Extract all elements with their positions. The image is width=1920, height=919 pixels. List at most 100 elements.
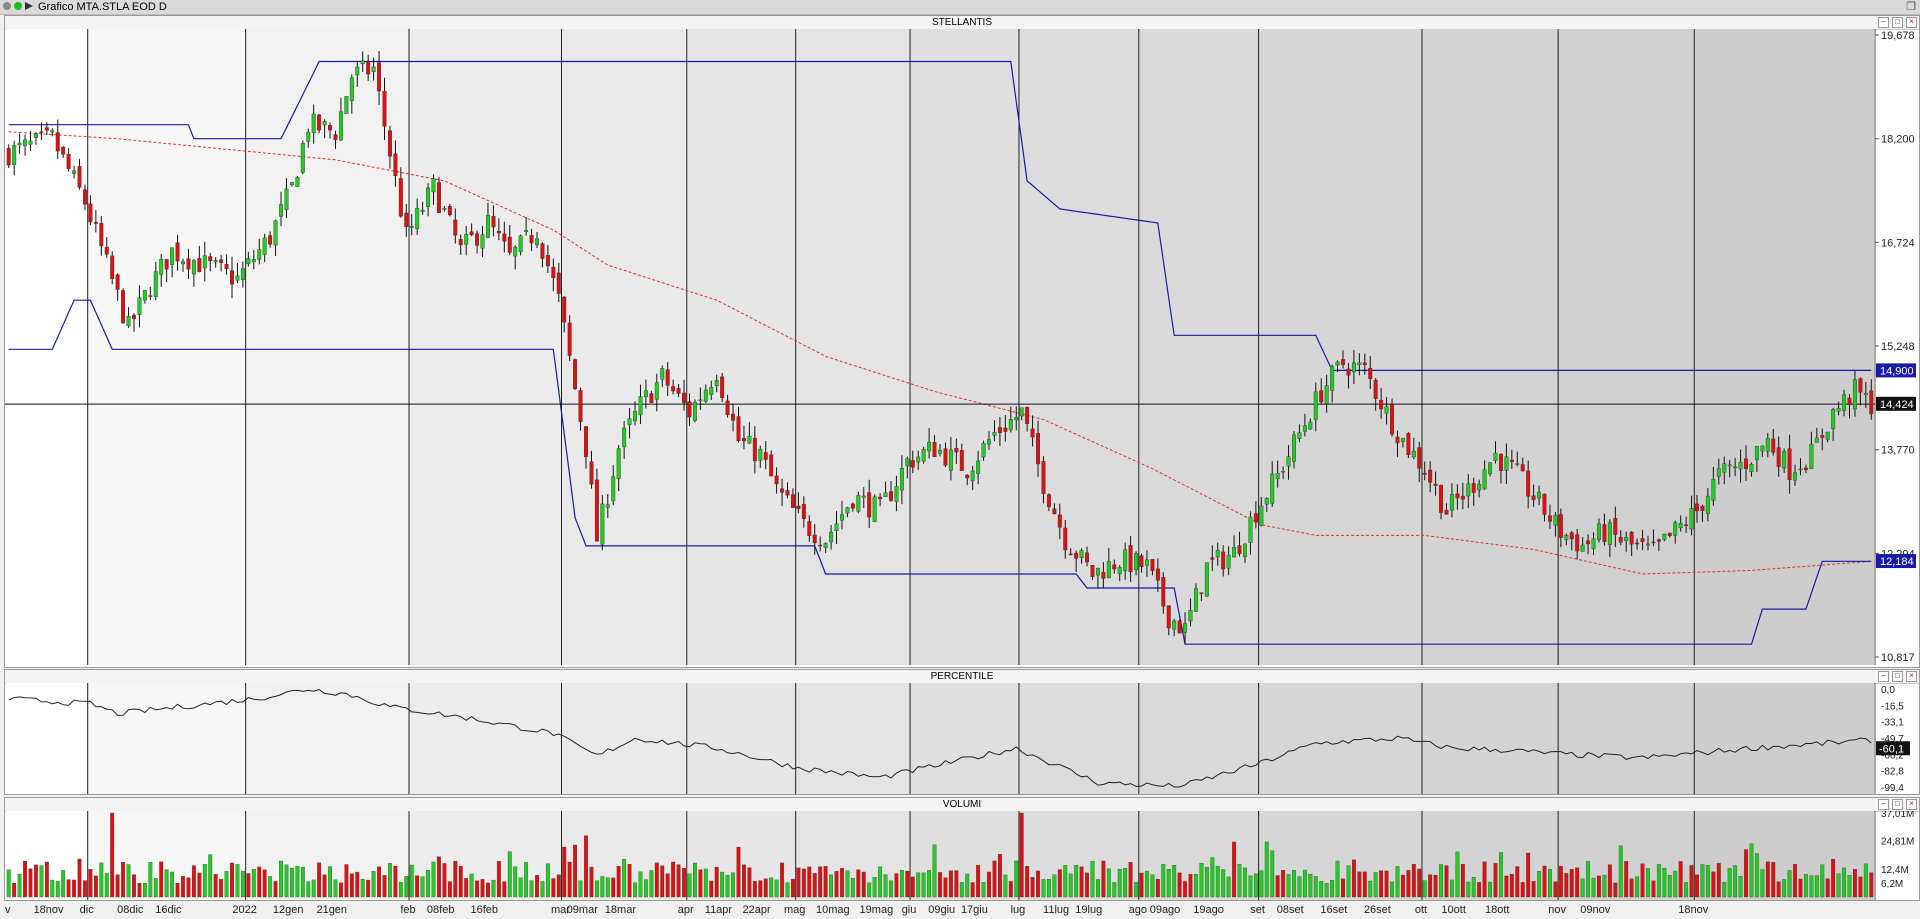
candle-up [703,389,708,402]
candle-down [404,212,409,228]
volume-bar [714,866,719,898]
minimize-icon[interactable]: – [1878,671,1889,682]
candle-up [1313,391,1318,420]
price-panel-header: STELLANTIS – □ × [5,16,1919,30]
volume-bar [693,862,697,898]
candle-up [747,435,752,444]
candle-up [905,458,910,467]
volume-bar [725,874,730,898]
volume-bar [1711,871,1716,898]
volume-bar [1259,870,1264,898]
candle-up [1722,463,1727,473]
maximize-icon[interactable]: □ [1892,17,1903,28]
candle-down [1139,555,1144,568]
candle-down [959,450,964,471]
volume-bar [1112,882,1117,898]
candle-up [486,215,490,238]
maximize-icon[interactable]: □ [1892,671,1903,682]
candle-down [1700,505,1705,511]
candle-down [1575,534,1580,552]
candle-up [981,442,986,458]
x-tick-label: 19ago [1193,904,1224,916]
minimize-icon[interactable]: – [1878,799,1889,810]
candle-up [1842,394,1847,411]
volume-bar [1047,879,1051,898]
volume-bar [769,877,774,898]
candle-down [377,62,382,92]
percentile-chart[interactable]: 0,0 -16,5 -33,1 -49,7 -66,2 -82,8 -99,4 -60,1 [5,683,1919,794]
candle-up [1738,461,1743,470]
candle-down [1150,559,1155,571]
percentile-panel-controls: – □ × [1878,671,1917,682]
shade-band [1558,683,1695,794]
candle-down [529,235,534,244]
candle-down [785,490,790,496]
candle-down [752,437,757,462]
close-icon[interactable]: × [1906,17,1917,28]
y-tick-label: 15,248 [1881,341,1915,353]
percentile-last-label: -60,1 [1879,743,1904,755]
candle-down [1526,470,1531,497]
candle-down [1128,545,1133,573]
candle-up [137,297,142,315]
volume-bar [1831,858,1836,898]
volume-bar [1673,870,1678,898]
candle-up [1123,549,1128,572]
close-icon[interactable]: × [1906,671,1917,682]
volume-bar [1564,873,1569,898]
volume-bar [1330,880,1335,898]
volume-bar [676,864,681,898]
shade-band [245,29,410,665]
volume-bar [1727,868,1732,898]
candle-up [464,234,469,245]
play-icon[interactable] [25,2,33,10]
x-tick-label: 10ott [1441,904,1465,916]
volume-bar [1575,867,1580,898]
candle-down [1068,553,1073,556]
maximize-icon[interactable]: □ [1892,799,1903,810]
candle-down [1052,508,1057,515]
volume-bar [1014,860,1019,898]
minimize-icon[interactable]: – [1878,17,1889,28]
volume-bar [894,873,899,898]
volume-bar [1117,868,1122,898]
candle-up [360,60,365,65]
candle-up [605,504,610,508]
volume-bar [202,864,207,898]
candle-up [1183,623,1188,633]
candle-up [50,130,55,133]
volume-bar [104,873,109,898]
x-tick-label: v [5,904,11,916]
window-controls[interactable] [3,2,33,10]
volume-bar [1335,860,1340,898]
candle-down [774,475,779,485]
y-tick-label: 18,200 [1881,134,1915,146]
x-tick-label: mag [784,904,805,916]
candle-up [899,468,904,491]
price-panel-controls: – □ × [1878,17,1917,28]
y-tick-label: 16,724 [1881,237,1915,249]
volume-bar [720,871,725,898]
window-restore-icon[interactable]: ❐ [1906,1,1916,13]
candle-up [1782,451,1787,469]
candle-up [1482,469,1487,490]
candle-down [997,427,1002,434]
candle-down [1417,447,1422,469]
candle-up [240,268,245,280]
candle-down [1221,551,1226,570]
volume-bar [1700,864,1705,898]
candle-down [387,130,392,157]
volume-bar [736,846,741,898]
candle-up [1798,468,1803,471]
menu-icon[interactable] [3,2,11,10]
candle-down [104,246,109,255]
candle-up [1705,495,1710,515]
shade-band [1258,683,1422,794]
volume-chart[interactable]: 37,01M 24,81M 12,4M 6,2M [5,811,1919,900]
price-chart[interactable]: 19,67818,20016,72415,24813,77012,29410,8… [5,29,1919,667]
close-icon[interactable]: × [1906,799,1917,810]
candle-down [1455,493,1460,499]
volume-bar [1346,865,1351,898]
volume-bar [388,863,392,898]
volume-bar [77,858,82,898]
